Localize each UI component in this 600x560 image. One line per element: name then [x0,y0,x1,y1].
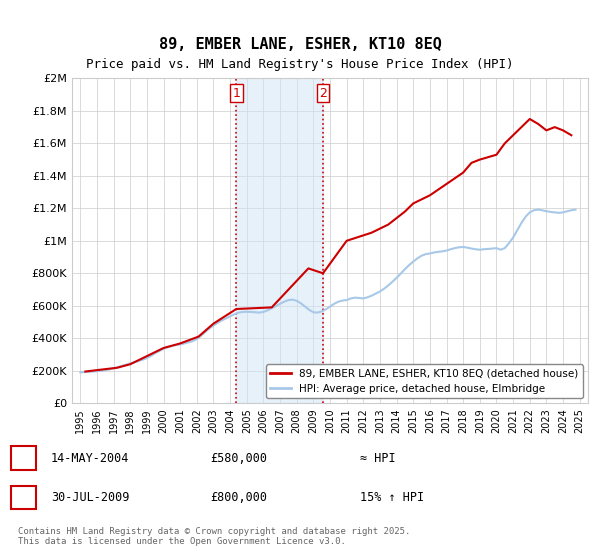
Text: 30-JUL-2009: 30-JUL-2009 [51,491,130,504]
Text: 2: 2 [20,491,27,504]
Text: ≈ HPI: ≈ HPI [360,451,395,465]
Text: 14-MAY-2004: 14-MAY-2004 [51,451,130,465]
Text: 15% ↑ HPI: 15% ↑ HPI [360,491,424,504]
Text: 89, EMBER LANE, ESHER, KT10 8EQ: 89, EMBER LANE, ESHER, KT10 8EQ [158,38,442,52]
Text: £580,000: £580,000 [210,451,267,465]
Legend: 89, EMBER LANE, ESHER, KT10 8EQ (detached house), HPI: Average price, detached h: 89, EMBER LANE, ESHER, KT10 8EQ (detache… [266,365,583,398]
Text: Contains HM Land Registry data © Crown copyright and database right 2025.
This d: Contains HM Land Registry data © Crown c… [18,526,410,546]
Text: 1: 1 [232,86,240,100]
Text: 2: 2 [319,86,327,100]
Text: £800,000: £800,000 [210,491,267,504]
Bar [236,78,323,403]
Text: Price paid vs. HM Land Registry's House Price Index (HPI): Price paid vs. HM Land Registry's House … [86,58,514,71]
Text: 1: 1 [20,451,27,465]
